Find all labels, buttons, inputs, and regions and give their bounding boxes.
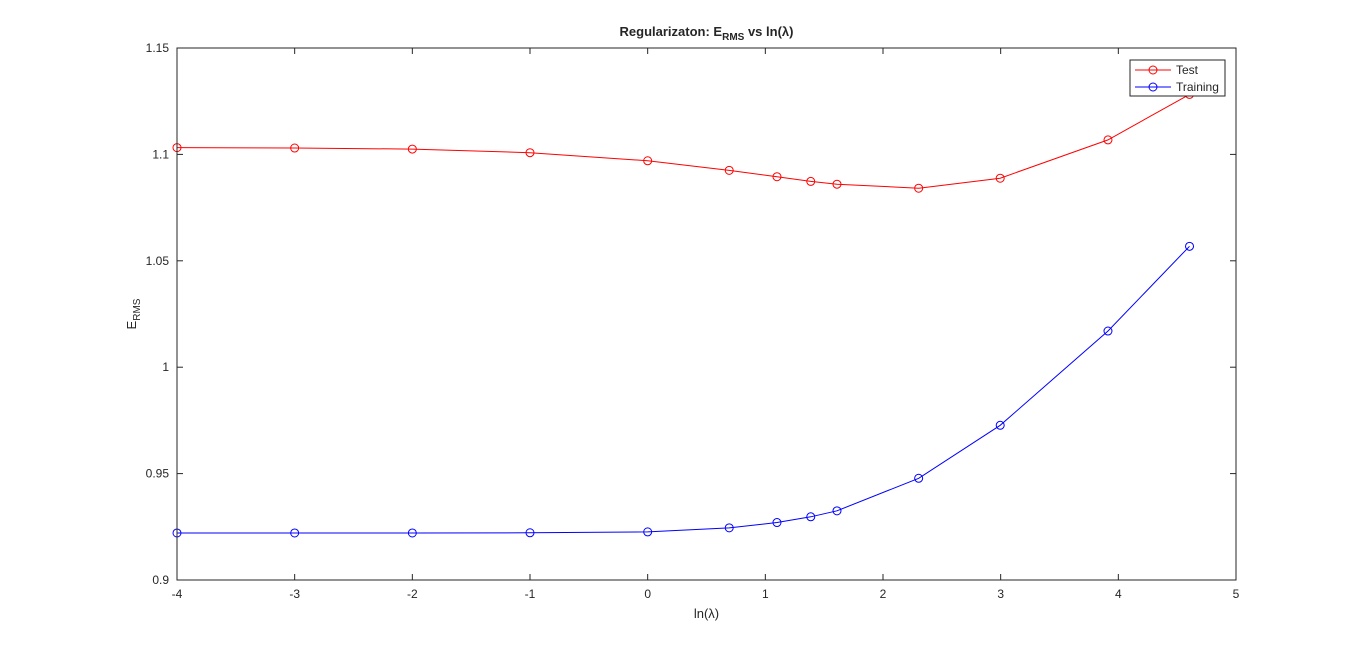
y-tick-label: 0.95 xyxy=(146,467,170,481)
y-axis-label: ERMS xyxy=(124,298,143,329)
data-point-test xyxy=(772,172,782,182)
data-point-test xyxy=(643,156,653,166)
data-point-training xyxy=(290,528,300,538)
x-tick-label: 3 xyxy=(997,587,1004,601)
x-tick-label: 5 xyxy=(1233,587,1240,601)
data-point-training xyxy=(1185,241,1195,251)
chart-title: Regularizaton: ERMS vs ln(λ) xyxy=(620,24,794,43)
plot-area xyxy=(177,48,1236,580)
x-tick-label: -4 xyxy=(172,587,183,601)
data-point-training xyxy=(1103,326,1113,336)
y-tick-label: 0.9 xyxy=(152,573,169,587)
x-tick-label: -1 xyxy=(525,587,536,601)
legend-label-training: Training xyxy=(1176,80,1219,94)
legend-marker-training xyxy=(1148,82,1158,92)
data-point-test xyxy=(995,173,1005,183)
y-axis-label-subscript: RMS xyxy=(132,298,143,321)
y-tick-label: 1.1 xyxy=(152,147,169,161)
data-point-test xyxy=(832,179,842,189)
x-axis-label: ln(λ) xyxy=(694,606,719,621)
y-tick-label: 1.15 xyxy=(146,41,170,55)
data-point-training xyxy=(525,528,535,538)
data-point-test xyxy=(290,143,300,153)
data-point-test xyxy=(914,183,924,193)
data-point-test xyxy=(724,165,734,175)
data-point-training xyxy=(772,518,782,528)
data-point-test xyxy=(1103,135,1113,145)
data-point-test xyxy=(525,148,535,158)
data-point-test xyxy=(407,144,417,154)
x-tick-label: -2 xyxy=(407,587,418,601)
axes: -4 -3 -2 -1 0 1 2 3 4 5 0.9 0.95 1 1.05 1.1 1.15 xyxy=(146,41,1240,601)
legend-label-test: Test xyxy=(1176,63,1199,77)
legend: Test Training xyxy=(1129,59,1226,97)
x-tick-label: 2 xyxy=(880,587,887,601)
x-tick-label: 4 xyxy=(1115,587,1122,601)
data-point-training xyxy=(995,420,1005,430)
series-line-training xyxy=(177,245,1190,534)
y-tick-label: 1.05 xyxy=(146,254,170,268)
title-subscript: RMS xyxy=(722,32,745,43)
data-point-training xyxy=(832,506,842,516)
title-rest: vs ln(λ) xyxy=(744,24,793,39)
data-point-training xyxy=(806,512,816,522)
series-line-test xyxy=(176,93,1190,189)
x-tick-label: -3 xyxy=(289,587,300,601)
y-tick-label: 1 xyxy=(162,360,169,374)
data-point-training xyxy=(724,523,734,533)
data-point-training xyxy=(407,528,417,538)
title-main: Regularizaton: E xyxy=(620,24,723,39)
axes-box xyxy=(176,47,1237,581)
x-tick-label: 0 xyxy=(644,587,651,601)
data-point-training xyxy=(643,527,653,537)
y-axis-label-main: E xyxy=(124,320,139,329)
legend-box xyxy=(1129,59,1226,97)
x-tick-label: 1 xyxy=(762,587,769,601)
data-point-test xyxy=(806,176,816,186)
data-point-training xyxy=(914,473,924,483)
chart-marks xyxy=(172,89,1195,538)
legend-marker-test xyxy=(1148,65,1158,75)
